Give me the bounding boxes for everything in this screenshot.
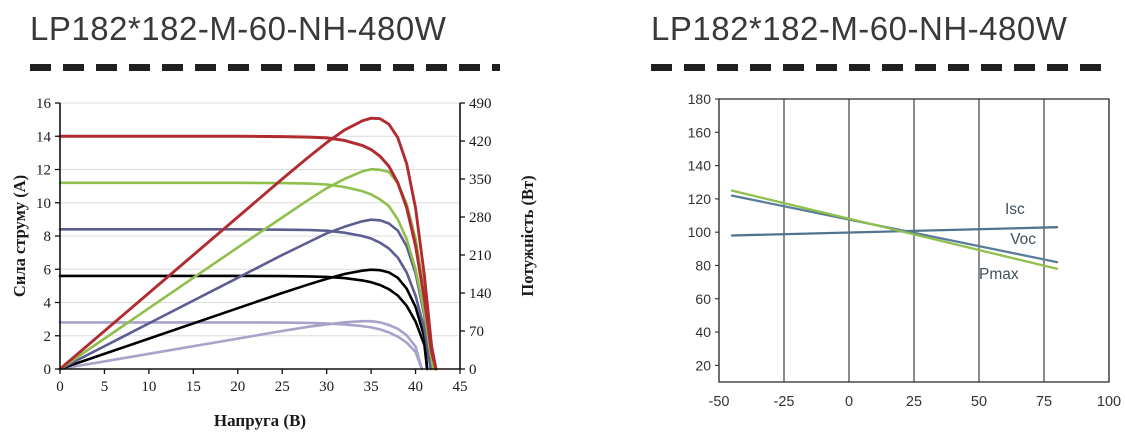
svg-text:20: 20 (230, 379, 245, 395)
right-dashed-divider (651, 64, 1113, 71)
svg-text:12: 12 (36, 163, 51, 179)
svg-text:100: 100 (1097, 394, 1121, 410)
left-panel-title: LP182*182-M-60-NH-480W (30, 10, 447, 47)
svg-text:8: 8 (44, 229, 52, 245)
left-dashed-divider (30, 64, 500, 71)
temperature-coefficient-chart: 20 40 60 80 100 120 140 160 180 -50 -25 0 25 50 75 100 I… (688, 91, 1121, 410)
svg-text:0: 0 (44, 362, 52, 378)
svg-text:40: 40 (408, 379, 423, 395)
svg-text:Потужність (Вт): Потужність (Вт) (518, 175, 537, 296)
svg-text:70: 70 (469, 324, 484, 340)
svg-text:0: 0 (469, 362, 477, 378)
svg-text:6: 6 (44, 262, 52, 278)
svg-text:-50: -50 (709, 394, 730, 410)
svg-text:35: 35 (364, 379, 379, 395)
temperature-coefficient-panel: LP182*182-M-60-NH-480W 20 40 60 80 100 120 140… (651, 6, 1125, 435)
svg-text:140: 140 (469, 286, 492, 302)
svg-text:25: 25 (275, 379, 290, 395)
svg-text:40: 40 (695, 324, 711, 340)
svg-text:10: 10 (36, 196, 51, 212)
svg-text:Сила струму (А): Сила струму (А) (10, 175, 29, 297)
iv-power-chart: 0 2 4 6 8 10 12 14 16 0 70 140 210 280 350 420 490 0 5 10 15… (10, 96, 537, 430)
svg-text:160: 160 (688, 124, 712, 140)
iv-power-panel: LP182*182-M-60-NH-480W 0 2 4 6 8 10 12 14 16 0 70 1… (10, 6, 565, 435)
svg-text:Voc: Voc (1010, 231, 1036, 248)
svg-text:16: 16 (36, 96, 52, 112)
svg-text:Напруга (В): Напруга (В) (214, 411, 306, 430)
svg-text:490: 490 (469, 96, 492, 112)
svg-text:20: 20 (695, 357, 711, 373)
svg-text:350: 350 (469, 172, 492, 188)
svg-text:2: 2 (44, 329, 52, 345)
svg-text:0: 0 (845, 394, 853, 410)
svg-text:80: 80 (695, 257, 711, 273)
svg-text:5: 5 (101, 379, 109, 395)
svg-text:30: 30 (319, 379, 334, 395)
svg-text:50: 50 (971, 394, 987, 410)
svg-text:15: 15 (186, 379, 201, 395)
svg-text:25: 25 (906, 394, 922, 410)
svg-text:210: 210 (469, 248, 492, 264)
svg-text:60: 60 (695, 291, 711, 307)
svg-text:100: 100 (688, 224, 712, 240)
svg-text:180: 180 (688, 91, 712, 107)
svg-text:140: 140 (688, 158, 712, 174)
svg-text:120: 120 (688, 191, 712, 207)
svg-text:420: 420 (469, 134, 492, 150)
svg-text:0: 0 (56, 379, 64, 395)
svg-text:45: 45 (453, 379, 468, 395)
svg-text:Pmax: Pmax (979, 266, 1019, 283)
svg-text:280: 280 (469, 210, 492, 226)
svg-text:10: 10 (141, 379, 156, 395)
svg-text:75: 75 (1036, 394, 1052, 410)
svg-text:Isc: Isc (1005, 201, 1025, 218)
svg-text:14: 14 (36, 129, 52, 145)
svg-text:4: 4 (44, 296, 52, 312)
right-panel-title: LP182*182-M-60-NH-480W (651, 10, 1068, 47)
svg-text:-25: -25 (774, 394, 795, 410)
